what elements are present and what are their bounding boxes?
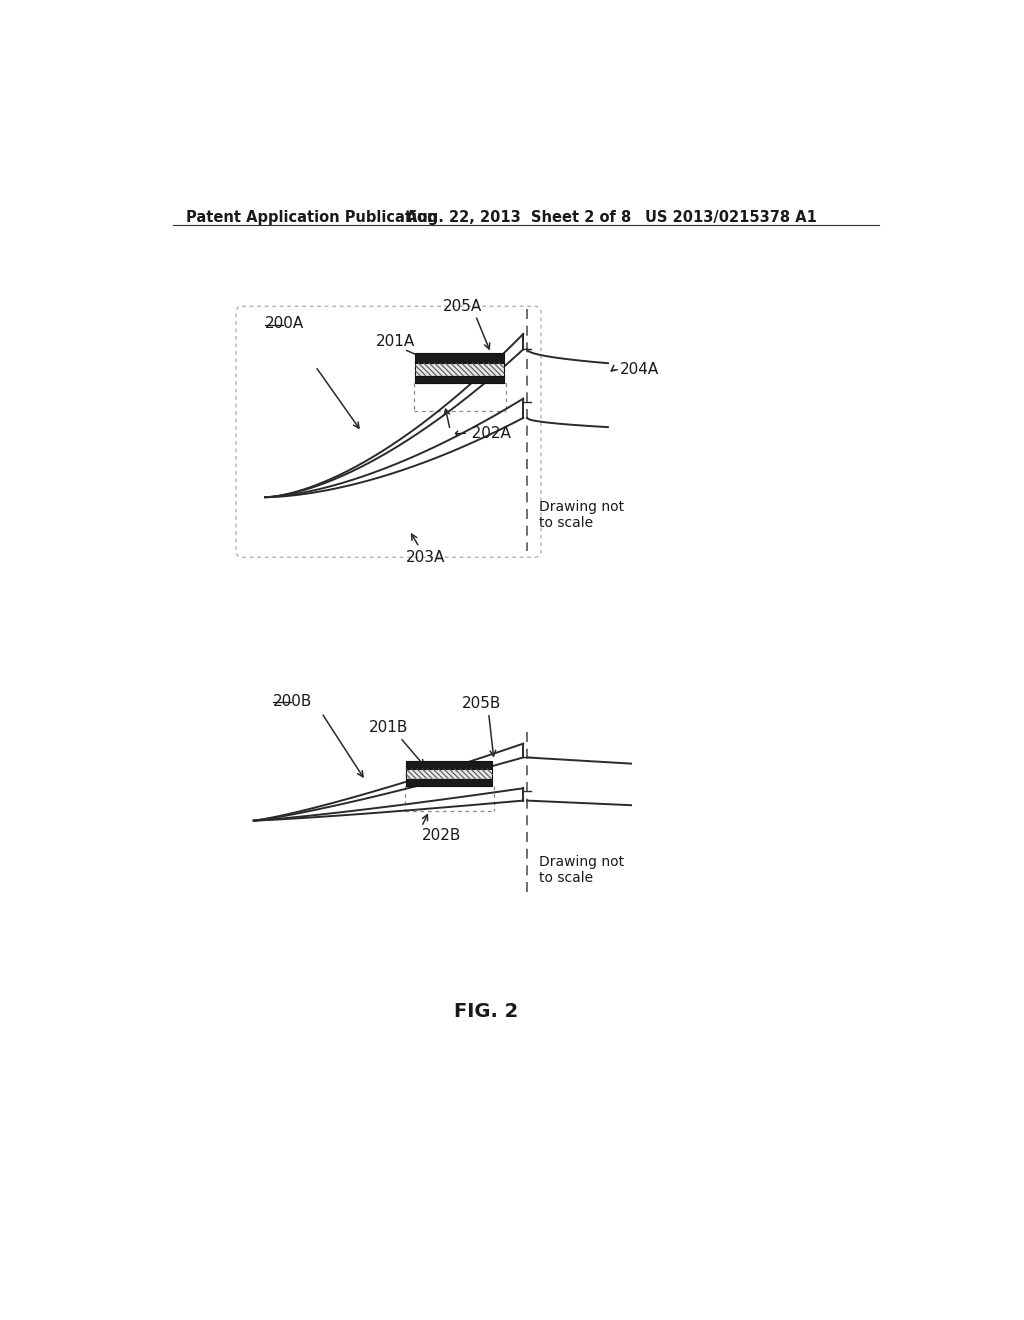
Text: Aug. 22, 2013  Sheet 2 of 8: Aug. 22, 2013 Sheet 2 of 8: [407, 210, 632, 224]
Text: 200B: 200B: [273, 693, 312, 709]
Bar: [407, 770, 493, 779]
Text: 204A: 204A: [620, 363, 658, 378]
Bar: [407, 760, 493, 770]
Text: 205A: 205A: [442, 300, 481, 314]
Text: Drawing not
to scale: Drawing not to scale: [539, 855, 624, 886]
Text: 203A: 203A: [407, 549, 445, 565]
Text: 205B: 205B: [462, 696, 501, 711]
Text: 200A: 200A: [265, 317, 304, 331]
Text: US 2013/0215378 A1: US 2013/0215378 A1: [645, 210, 817, 224]
Text: 202B: 202B: [422, 829, 461, 843]
Text: FIG. 2: FIG. 2: [454, 1002, 518, 1020]
Text: 201A: 201A: [376, 334, 415, 348]
Text: 201B: 201B: [370, 721, 409, 735]
Text: Drawing not
to scale: Drawing not to scale: [539, 499, 624, 529]
Text: ← 202A: ← 202A: [454, 425, 511, 441]
Bar: [416, 354, 504, 363]
Bar: [416, 376, 504, 383]
Bar: [407, 779, 493, 785]
Bar: [416, 363, 504, 376]
Text: Patent Application Publication: Patent Application Publication: [186, 210, 437, 224]
